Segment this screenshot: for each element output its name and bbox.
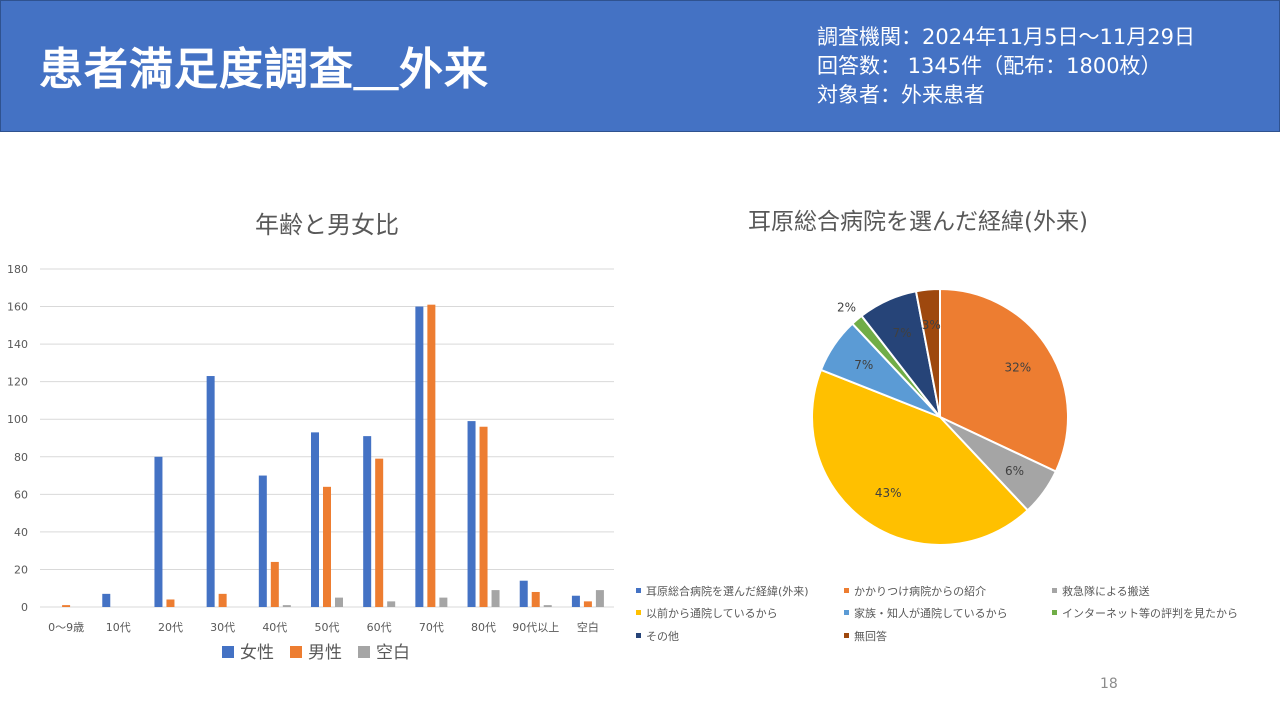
x-tick-label: 空白: [577, 620, 599, 634]
survey-period: 調査機関：2024年11月5日～11月29日: [817, 25, 1195, 49]
legend-label: 男性: [308, 643, 342, 663]
x-tick-label: 70代: [419, 621, 444, 634]
bar: [270, 561, 279, 607]
legend-swatch: [636, 633, 641, 638]
bar: [531, 591, 540, 607]
bar: [375, 458, 384, 607]
bar: [154, 456, 163, 607]
bar: [427, 304, 436, 607]
legend-label: 家族・知人が通院しているから: [854, 606, 1008, 620]
bar: [491, 590, 500, 607]
pie-slice: [914, 287, 941, 418]
age-gender-bar-chart: 年齢と男女比 0 20 40 60 80 100 120 140 160 180 0～9歳 10代 20代…: [7, 211, 614, 663]
x-tick-label: 10代: [106, 621, 131, 634]
legend-label: 空白: [376, 643, 410, 663]
pie-slice: [939, 287, 1069, 473]
bar: [258, 475, 267, 607]
x-tick-label: 0～9歳: [48, 621, 84, 634]
bar: [543, 605, 552, 607]
pie-data-label: 7%: [893, 326, 912, 340]
legend-swatch: [1052, 610, 1057, 615]
x-tick-label: 50代: [315, 621, 340, 634]
target-group: 対象者：外来患者: [817, 83, 985, 107]
page-number: 18: [1100, 676, 1118, 692]
bar: [102, 593, 111, 607]
y-tick-label: 180: [7, 263, 28, 276]
bar: [166, 599, 175, 607]
slide-header: 患者満足度調査＿外来 調査機関：2024年11月5日～11月29日 回答数： 1…: [0, 0, 1280, 132]
bar-chart-title: 年齢と男女比: [255, 211, 399, 239]
bar: [206, 376, 215, 607]
y-tick-label: 0: [21, 601, 28, 614]
bar: [335, 597, 343, 607]
legend-swatch: [222, 646, 234, 658]
x-tick-label: 30代: [210, 621, 235, 634]
bar: [439, 597, 448, 607]
pie-data-label: 6%: [1005, 464, 1024, 478]
hospital-choice-pie-chart: 耳原総合病院を選んだ経緯(外来) 32% 6% 43% 7% 2% 7% 3% 耳原総合病院を選…: [636, 209, 1238, 643]
legend-swatch: [1052, 588, 1057, 593]
pie-slice: [811, 368, 1030, 546]
bar: [479, 426, 488, 607]
legend-swatch: [636, 588, 641, 593]
x-tick-label: 20代: [158, 621, 183, 634]
legend-label: 救急隊による搬送: [1062, 584, 1150, 598]
y-tick-label: 140: [7, 338, 28, 351]
y-tick-label: 160: [7, 301, 28, 314]
legend-label: かかりつけ病院からの紹介: [854, 584, 986, 598]
y-tick-label: 20: [14, 563, 28, 576]
page-title: 患者満足度調査＿外来: [39, 44, 489, 95]
bar: [415, 306, 424, 607]
legend-swatch: [844, 633, 849, 638]
legend-label: インターネット等の評判を見たから: [1062, 606, 1238, 620]
bar: [218, 593, 227, 607]
bar: [363, 436, 372, 607]
pie-data-label: 3%: [922, 318, 941, 332]
bar: [571, 595, 580, 607]
legend-swatch: [844, 588, 849, 593]
x-tick-label: 60代: [367, 621, 392, 634]
y-tick-label: 40: [14, 526, 28, 539]
legend-swatch: [636, 610, 641, 615]
legend-swatch: [844, 610, 849, 615]
bar: [62, 605, 71, 607]
bar: [387, 601, 396, 607]
pie-data-label: 43%: [875, 486, 902, 500]
bar: [282, 605, 291, 607]
legend-label: 以前から通院しているから: [646, 606, 778, 620]
legend-label: その他: [646, 630, 679, 643]
pie-chart-title: 耳原総合病院を選んだ経緯(外来): [748, 209, 1088, 235]
legend-label: 耳原総合病院を選んだ経緯(外来): [646, 584, 809, 598]
legend-swatch: [358, 646, 370, 658]
x-tick-label: 90代以上: [512, 621, 559, 634]
response-count: 回答数： 1345件（配布：1800枚）: [817, 54, 1162, 78]
pie-data-label: 32%: [1004, 361, 1031, 375]
y-tick-label: 80: [14, 451, 28, 464]
bar: [311, 432, 319, 607]
x-tick-label: 80代: [471, 621, 496, 634]
pie-data-label: 7%: [854, 358, 873, 372]
bar: [583, 601, 592, 607]
legend-swatch: [290, 646, 302, 658]
legend-label: 女性: [240, 643, 274, 663]
y-tick-label: 60: [14, 488, 28, 501]
bar: [467, 421, 476, 607]
survey-info: 調査機関：2024年11月5日～11月29日 回答数： 1345件（配布：180…: [817, 23, 1195, 110]
y-tick-label: 120: [7, 376, 28, 389]
bar: [519, 580, 528, 607]
x-tick-label: 40代: [262, 621, 287, 634]
pie-data-label: 2%: [837, 301, 856, 315]
bar: [323, 486, 331, 607]
legend-label: 無回答: [854, 629, 887, 643]
bar: [595, 590, 604, 607]
y-tick-label: 100: [7, 413, 28, 426]
